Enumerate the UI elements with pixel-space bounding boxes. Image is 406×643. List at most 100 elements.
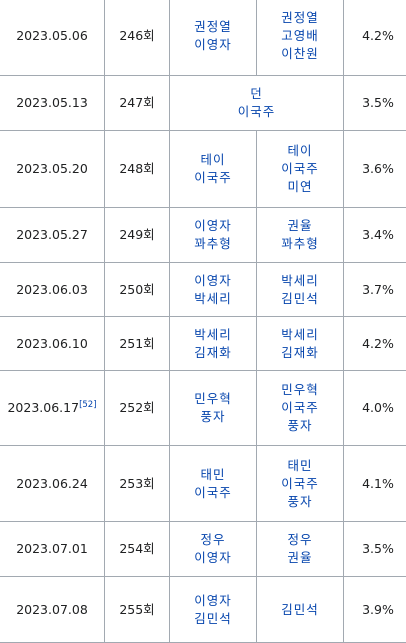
guest-link[interactable]: 이국주 — [170, 484, 256, 502]
guest-link[interactable]: 태민 — [170, 466, 256, 484]
guest-link[interactable]: 박세리 — [257, 326, 343, 344]
guest-link[interactable]: 이국주 — [257, 475, 343, 493]
broadcast-date: 2023.05.27 — [16, 227, 88, 242]
guest-link[interactable]: 김재화 — [257, 344, 343, 362]
rating-cell: 3.7% — [344, 263, 406, 317]
guest-link[interactable]: 권율 — [257, 217, 343, 235]
episode-cell: 251회 — [105, 317, 170, 371]
guest-link[interactable]: 정우 — [170, 531, 256, 549]
guest-cell: 김민석 — [257, 577, 344, 643]
guest-link[interactable]: 박세리 — [257, 272, 343, 290]
guest-link[interactable]: 이영자 — [170, 549, 256, 567]
episode-cell: 255회 — [105, 577, 170, 643]
guest-link[interactable]: 풍자 — [257, 417, 343, 435]
date-cell: 2023.05.06 — [0, 0, 105, 76]
episode-cell: 254회 — [105, 522, 170, 577]
guest-link[interactable]: 던 — [170, 85, 343, 103]
episode-cell: 249회 — [105, 208, 170, 263]
date-cell: 2023.07.01 — [0, 522, 105, 577]
guest-link[interactable]: 테이 — [170, 151, 256, 169]
rating-cell: 4.2% — [344, 317, 406, 371]
guest-link[interactable]: 꽈추형 — [170, 235, 256, 253]
guest-link[interactable]: 박세리 — [170, 290, 256, 308]
rating-cell: 4.1% — [344, 446, 406, 522]
broadcast-date: 2023.07.01 — [16, 541, 88, 556]
broadcast-date: 2023.06.17 — [7, 400, 79, 415]
episode-cell: 246회 — [105, 0, 170, 76]
date-cell: 2023.06.24 — [0, 446, 105, 522]
guest-link[interactable]: 이찬원 — [257, 45, 343, 63]
episode-cell: 250회 — [105, 263, 170, 317]
guest-link[interactable]: 민우혁 — [257, 381, 343, 399]
guest-link[interactable]: 이영자 — [170, 36, 256, 54]
guest-link[interactable]: 권정열 — [170, 18, 256, 36]
guest-link[interactable]: 박세리 — [170, 326, 256, 344]
guest-link[interactable]: 김민석 — [257, 290, 343, 308]
rating-cell: 3.5% — [344, 522, 406, 577]
guest-link[interactable]: 풍자 — [170, 408, 256, 426]
date-cell: 2023.06.17[52] — [0, 371, 105, 446]
guest-link[interactable]: 이국주 — [257, 160, 343, 178]
broadcast-date: 2023.06.24 — [16, 476, 88, 491]
rating-cell: 4.2% — [344, 0, 406, 76]
guest-link[interactable]: 김민석 — [170, 610, 256, 628]
guest-link[interactable]: 권정열 — [257, 9, 343, 27]
rating-cell: 3.6% — [344, 131, 406, 208]
guest-link[interactable]: 이영자 — [170, 592, 256, 610]
episode-cell: 253회 — [105, 446, 170, 522]
reference-link[interactable]: [52] — [79, 400, 96, 410]
date-cell: 2023.05.13 — [0, 76, 105, 131]
guest-link[interactable]: 태민 — [257, 457, 343, 475]
rating-cell: 3.4% — [344, 208, 406, 263]
guest-link[interactable]: 민우혁 — [170, 390, 256, 408]
broadcast-date: 2023.06.03 — [16, 282, 88, 297]
date-cell: 2023.06.10 — [0, 317, 105, 371]
episode-cell: 247회 — [105, 76, 170, 131]
rating-cell: 4.0% — [344, 371, 406, 446]
guest-link[interactable]: 미연 — [257, 178, 343, 196]
broadcast-date: 2023.05.13 — [16, 95, 88, 110]
guest-link[interactable]: 이국주 — [170, 169, 256, 187]
guest-link[interactable]: 이영자 — [170, 217, 256, 235]
date-cell: 2023.07.08 — [0, 577, 105, 643]
episode-cell: 252회 — [105, 371, 170, 446]
episode-cell: 248회 — [105, 131, 170, 208]
guest-link[interactable]: 정우 — [257, 531, 343, 549]
guest-link[interactable]: 이국주 — [257, 399, 343, 417]
guest-link[interactable]: 권율 — [257, 549, 343, 567]
guest-link[interactable]: 풍자 — [257, 493, 343, 511]
guest-link[interactable]: 김재화 — [170, 344, 256, 362]
guest-link[interactable]: 꽈추형 — [257, 235, 343, 253]
date-cell: 2023.05.20 — [0, 131, 105, 208]
rating-cell: 3.9% — [344, 577, 406, 643]
guest-link[interactable]: 테이 — [257, 142, 343, 160]
guest-link[interactable]: 고영배 — [257, 27, 343, 45]
guest-link[interactable]: 이국주 — [170, 103, 343, 121]
guest-link[interactable]: 김민석 — [257, 601, 343, 619]
guest-link[interactable]: 이영자 — [170, 272, 256, 290]
